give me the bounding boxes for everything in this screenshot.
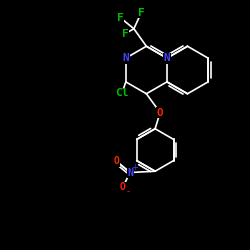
Text: Cl: Cl	[115, 88, 129, 98]
Text: F: F	[138, 8, 145, 18]
Text: N: N	[122, 53, 129, 63]
Text: +: +	[131, 164, 138, 172]
Text: F: F	[117, 12, 123, 22]
Text: O: O	[157, 108, 164, 118]
Text: F: F	[122, 29, 128, 39]
Text: N: N	[127, 168, 133, 177]
Text: N: N	[164, 53, 170, 63]
Text: O: O	[114, 156, 119, 166]
Text: -: -	[126, 188, 129, 196]
Text: O: O	[120, 182, 126, 192]
